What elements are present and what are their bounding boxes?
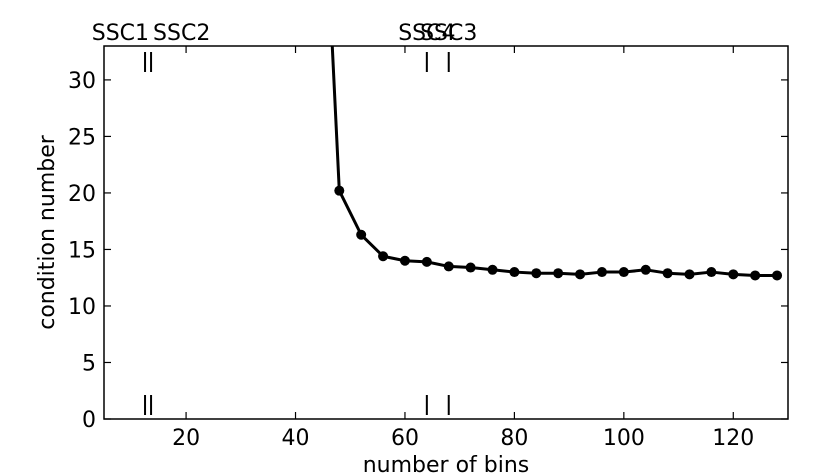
- reference-label: SSC2: [153, 21, 210, 46]
- data-point: [509, 267, 520, 278]
- y-tick-label: 5: [82, 351, 96, 376]
- data-point: [618, 267, 629, 278]
- data-point: [553, 268, 564, 279]
- series-line: [330, 46, 778, 277]
- data-point: [531, 268, 542, 279]
- x-tick-label: 60: [391, 426, 419, 451]
- data-point: [728, 269, 739, 280]
- data-point: [750, 270, 761, 281]
- data-point: [772, 270, 783, 281]
- data-point: [684, 269, 695, 280]
- data-point: [378, 251, 389, 262]
- data-point: [421, 256, 432, 267]
- data-point: [465, 262, 476, 273]
- data-point: [399, 255, 410, 266]
- data-point: [575, 269, 586, 280]
- data-point: [640, 264, 651, 275]
- x-tick-label: 80: [500, 426, 528, 451]
- x-axis-label: number of bins: [363, 453, 530, 475]
- x-tick-label: 40: [282, 426, 310, 451]
- y-tick-label: 15: [68, 238, 96, 263]
- x-tick-label: 100: [603, 426, 645, 451]
- data-point: [443, 261, 454, 272]
- plot-layer: [330, 46, 783, 281]
- reference-label: SSC4: [398, 21, 455, 46]
- y-tick-label: 10: [68, 295, 96, 320]
- x-tick-label: 120: [712, 426, 754, 451]
- y-tick-label: 20: [68, 182, 96, 207]
- data-point: [487, 264, 498, 275]
- y-tick-label: 30: [68, 69, 96, 94]
- y-tick-label: 25: [68, 125, 96, 150]
- data-point: [662, 268, 673, 279]
- x-tick-label: 20: [172, 426, 200, 451]
- plot-frame: [103, 45, 789, 420]
- reference-label: SSC1: [92, 21, 149, 46]
- ticks-layer: 20 40 60 80 100 120 0 5 10 15 20 25 30: [68, 46, 788, 451]
- y-axis-label: condition number: [35, 134, 60, 330]
- data-point: [706, 267, 717, 278]
- data-point: [596, 267, 607, 278]
- data-point: [356, 229, 367, 240]
- data-point: [334, 185, 345, 196]
- y-tick-label: 0: [82, 408, 96, 433]
- reference-label: SSC3: [420, 21, 477, 46]
